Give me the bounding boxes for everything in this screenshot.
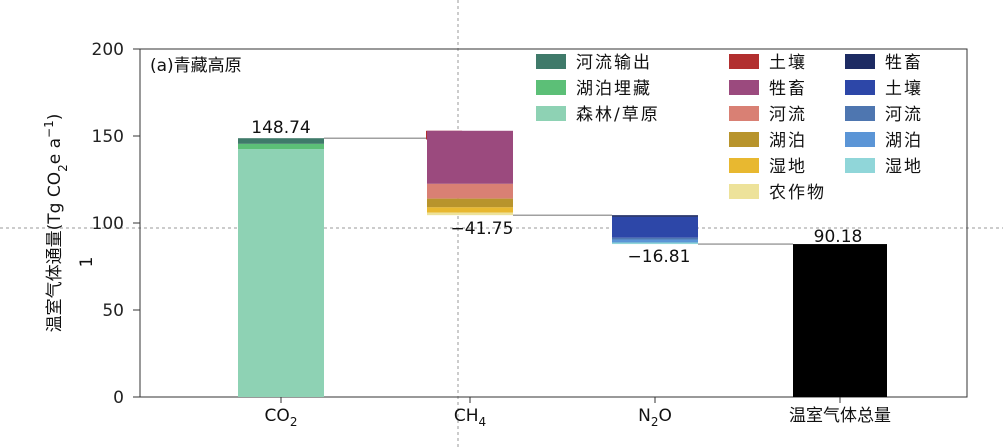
value-label: 148.74	[251, 118, 310, 138]
bar-segment-ch4_lake	[427, 198, 513, 208]
x-tick-label: 温室气体总量	[789, 406, 891, 426]
legend-label-co2_river: 河流输出	[576, 53, 652, 73]
legend-swatch-ch4_river	[729, 106, 759, 121]
value-label: 90.18	[814, 227, 863, 247]
legend-swatch-n2o_lake	[845, 132, 875, 147]
legend-label-co2_forest: 森林/草原	[576, 105, 660, 125]
legend-label-n2o_soil: 土壤	[885, 78, 923, 99]
bars	[238, 130, 887, 397]
legend-swatch-n2o_livestock	[845, 54, 875, 69]
y-tick-label: 50	[102, 301, 124, 321]
bar-segment-n2o_lake	[612, 239, 698, 243]
legend-label-ch4_soil: 土壤	[769, 52, 807, 73]
bar-segment-co2_river	[238, 138, 324, 144]
legend-label-n2o_lake: 湖泊	[885, 131, 923, 151]
y-axis-label: 温室气体通量(Tg CO2e a−1)	[42, 114, 70, 333]
bar-segment-n2o_livestock	[612, 215, 698, 217]
bar-segment-ch4_river	[427, 183, 513, 199]
legend-label-n2o_livestock: 牲畜	[885, 53, 923, 73]
bar-segment-n2o_wetland	[612, 242, 698, 245]
bar-segment-n2o_soil	[612, 216, 698, 238]
legend-swatch-ch4_wetland	[729, 158, 759, 173]
y-axis-label-sub: 2	[56, 164, 70, 172]
legend-swatch-co2_lake	[536, 80, 566, 95]
bar-segment-co2_lake	[238, 143, 324, 150]
x-tick-label: N2O	[638, 406, 672, 429]
value-labels: 148.74 −41.75 −16.81 90.18	[251, 118, 862, 267]
bar-segment-ch4_wetland	[427, 207, 513, 213]
legend-swatch-ch4_soil	[729, 54, 759, 69]
x-tick-label: CH4	[454, 406, 486, 429]
y-tick-label: 150	[92, 127, 124, 147]
legend-swatch-co2_forest	[536, 106, 566, 121]
legend-swatch-co2_river	[536, 54, 566, 69]
connector-lines	[324, 137, 793, 245]
bar-segment-ch4_livestock	[427, 130, 513, 184]
y-tick-label: 200	[92, 40, 124, 60]
y-axis-label-close: )	[45, 114, 65, 121]
legend-label-n2o_wetland: 湿地	[885, 157, 923, 177]
value-label: −41.75	[451, 219, 514, 239]
y-axis-label-extra: 1	[77, 257, 97, 268]
panel-label: (a)青藏高原	[150, 56, 242, 76]
bar-segment-n2o_river	[612, 237, 698, 240]
bar-segment-total	[793, 244, 887, 397]
legend-label-ch4_wetland: 湿地	[769, 157, 807, 177]
y-axis: 0 50 100 150 200	[92, 40, 140, 408]
y-axis-label-main: 温室气体通量(Tg CO	[45, 172, 65, 332]
y-axis-label-sup: −1	[42, 120, 56, 138]
legend-swatch-ch4_lake	[729, 132, 759, 147]
legend-label-ch4_lake: 湖泊	[769, 131, 807, 151]
bar-segment-ch4_crop	[427, 212, 513, 216]
bar-segment-co2_forest	[238, 149, 324, 397]
y-tick-label: 100	[92, 214, 124, 234]
legend-label-ch4_livestock: 牲畜	[769, 79, 807, 99]
y-axis-label-tail: e a	[45, 138, 65, 164]
x-axis: CO2 CH4 N2O 温室气体总量	[265, 397, 891, 429]
legend-swatch-n2o_soil	[845, 80, 875, 95]
legend-label-co2_lake: 湖泊埋藏	[576, 79, 652, 99]
y-tick-label: 0	[113, 388, 124, 408]
legend-label-ch4_river: 河流	[769, 105, 807, 125]
legend-label-n2o_river: 河流	[885, 105, 923, 125]
legend-label-ch4_crop: 农作物	[769, 183, 826, 203]
legend-swatch-n2o_wetland	[845, 158, 875, 173]
value-label: −16.81	[628, 247, 691, 267]
legend-swatch-ch4_livestock	[729, 80, 759, 95]
legend-swatch-n2o_river	[845, 106, 875, 121]
x-tick-label: CO2	[265, 406, 298, 429]
legend-swatch-ch4_crop	[729, 184, 759, 199]
